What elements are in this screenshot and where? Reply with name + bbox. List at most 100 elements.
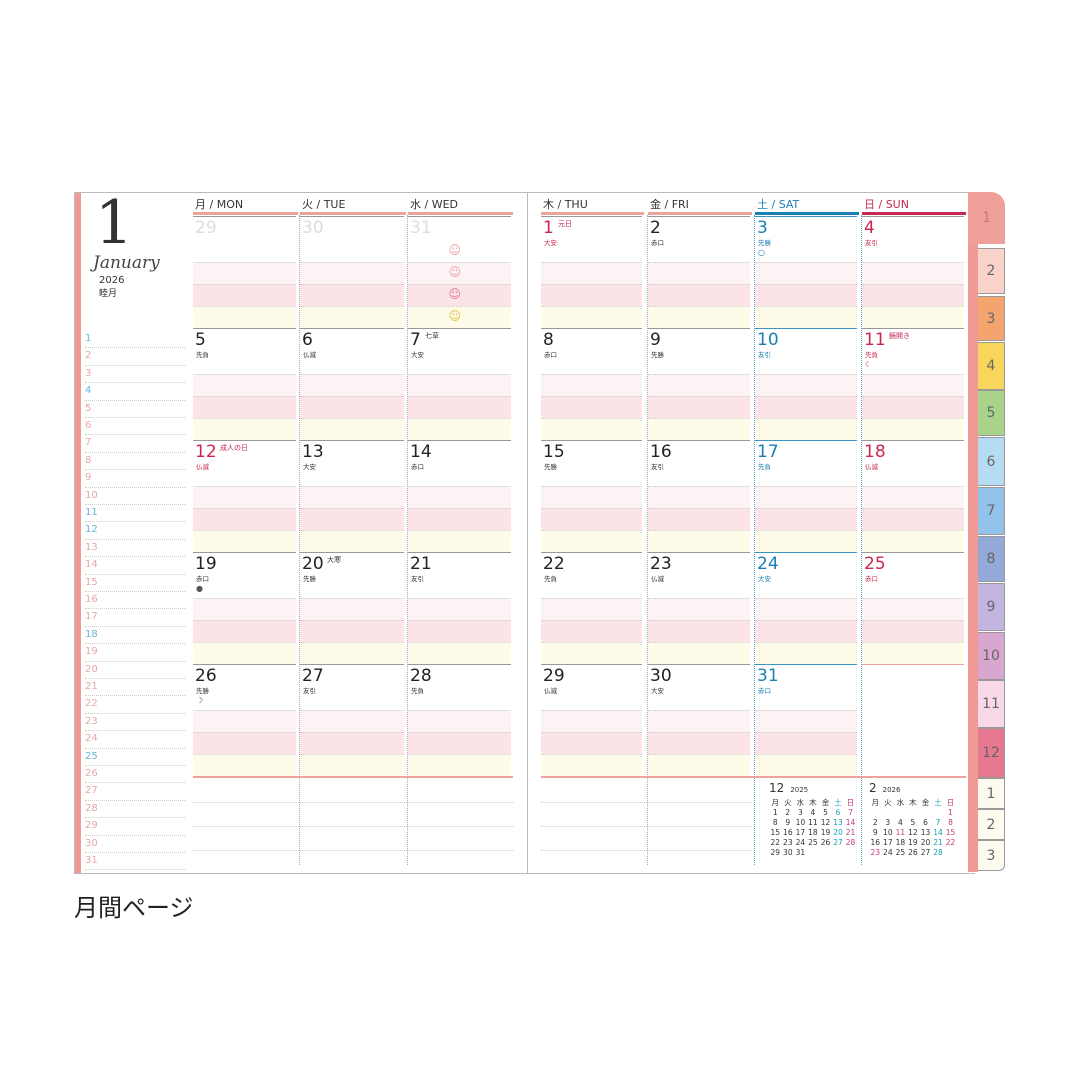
day-cell[interactable]: 6 仏滅: [300, 328, 404, 441]
month-tab[interactable]: 4: [978, 342, 1005, 390]
month-tab[interactable]: 1: [978, 778, 1005, 809]
day-cell[interactable]: 16 友引: [648, 440, 750, 553]
writing-stripe[interactable]: [193, 508, 296, 531]
side-day-row[interactable]: 14: [85, 556, 185, 575]
writing-stripe[interactable]: [408, 710, 511, 733]
writing-stripe[interactable]: [862, 306, 964, 329]
day-cell[interactable]: 30: [300, 216, 404, 329]
writing-stripe[interactable]: [300, 710, 404, 733]
side-day-row[interactable]: 27: [85, 782, 185, 801]
writing-stripe[interactable]: [648, 374, 750, 397]
writing-stripe[interactable]: [193, 374, 296, 397]
day-cell[interactable]: 2 赤口: [648, 216, 750, 329]
writing-stripe[interactable]: [541, 754, 642, 777]
side-day-row[interactable]: 6: [85, 417, 185, 436]
writing-stripe[interactable]: [648, 620, 750, 643]
writing-stripe[interactable]: [755, 754, 857, 777]
day-cell[interactable]: 17 先負: [755, 440, 857, 553]
writing-stripe[interactable]: [755, 374, 857, 397]
side-day-row[interactable]: 17: [85, 608, 185, 627]
day-cell[interactable]: 26 先勝 ☽: [193, 664, 296, 777]
writing-stripe[interactable]: [408, 732, 511, 755]
side-day-row[interactable]: 15: [85, 574, 185, 592]
writing-stripe[interactable]: [193, 598, 296, 621]
side-day-row[interactable]: 4: [85, 382, 185, 401]
day-cell[interactable]: 28 先負: [408, 664, 511, 777]
writing-stripe[interactable]: [408, 598, 511, 621]
side-day-row[interactable]: 28: [85, 800, 185, 819]
day-cell[interactable]: 29 仏滅: [541, 664, 642, 777]
day-cell[interactable]: 9 先勝: [648, 328, 750, 441]
writing-stripe[interactable]: [755, 598, 857, 621]
day-cell[interactable]: 13 大安: [300, 440, 404, 553]
side-day-row[interactable]: 29: [85, 817, 185, 836]
writing-stripe[interactable]: [300, 374, 404, 397]
month-tab[interactable]: 6: [978, 437, 1005, 486]
writing-stripe[interactable]: [300, 418, 404, 441]
day-cell[interactable]: 4 友引: [862, 216, 964, 329]
writing-stripe[interactable]: [193, 396, 296, 419]
writing-stripe[interactable]: [300, 284, 404, 307]
writing-stripe[interactable]: [408, 754, 511, 777]
month-tab[interactable]: 9: [978, 583, 1005, 631]
day-cell[interactable]: 5 先負: [193, 328, 296, 441]
writing-stripe[interactable]: [862, 396, 964, 419]
writing-stripe[interactable]: [541, 710, 642, 733]
writing-stripe[interactable]: [862, 418, 964, 441]
writing-stripe[interactable]: [648, 530, 750, 553]
month-tab[interactable]: 1: [968, 192, 1005, 244]
writing-stripe[interactable]: [648, 732, 750, 755]
writing-stripe[interactable]: [755, 530, 857, 553]
writing-stripe[interactable]: [300, 598, 404, 621]
notes-area-left[interactable]: [193, 776, 513, 868]
writing-stripe[interactable]: [193, 262, 296, 285]
side-day-row[interactable]: 22: [85, 695, 185, 714]
writing-stripe[interactable]: [755, 306, 857, 329]
side-day-row[interactable]: 21: [85, 678, 185, 697]
writing-stripe[interactable]: [755, 396, 857, 419]
writing-stripe[interactable]: [648, 418, 750, 441]
side-day-row[interactable]: 18: [85, 626, 185, 645]
day-cell[interactable]: 14 赤口: [408, 440, 511, 553]
writing-stripe[interactable]: [862, 642, 964, 665]
writing-stripe[interactable]: [408, 396, 511, 419]
writing-stripe[interactable]: [862, 262, 964, 285]
writing-stripe[interactable]: [541, 418, 642, 441]
day-cell[interactable]: [862, 664, 964, 776]
writing-stripe[interactable]: [541, 374, 642, 397]
writing-stripe[interactable]: [755, 262, 857, 285]
day-cell[interactable]: 19 赤口 ●: [193, 552, 296, 665]
month-tab[interactable]: 7: [978, 487, 1005, 535]
day-cell[interactable]: 31 赤口: [755, 664, 857, 777]
month-tab[interactable]: 8: [978, 536, 1005, 582]
side-day-row[interactable]: 24: [85, 730, 185, 749]
writing-stripe[interactable]: [648, 508, 750, 531]
day-cell[interactable]: 18 仏滅: [862, 440, 964, 553]
notes-area-right[interactable]: [541, 776, 966, 868]
writing-stripe[interactable]: [300, 262, 404, 285]
side-day-row[interactable]: 26: [85, 765, 185, 784]
writing-stripe[interactable]: [300, 620, 404, 643]
writing-stripe[interactable]: [755, 710, 857, 733]
writing-stripe[interactable]: [541, 508, 642, 531]
writing-stripe[interactable]: [541, 306, 642, 329]
side-day-row[interactable]: 5: [85, 400, 185, 418]
day-cell[interactable]: 15 先勝: [541, 440, 642, 553]
side-day-row[interactable]: 19: [85, 643, 185, 662]
writing-stripe[interactable]: [193, 620, 296, 643]
writing-stripe[interactable]: [648, 284, 750, 307]
day-cell[interactable]: 25 赤口: [862, 552, 964, 665]
writing-stripe[interactable]: [408, 642, 511, 665]
writing-stripe[interactable]: [541, 486, 642, 509]
writing-stripe[interactable]: [648, 486, 750, 509]
writing-stripe[interactable]: [300, 754, 404, 777]
writing-stripe[interactable]: [541, 262, 642, 285]
day-cell[interactable]: 22 先負: [541, 552, 642, 665]
writing-stripe[interactable]: [862, 620, 964, 643]
writing-stripe[interactable]: [541, 598, 642, 621]
writing-stripe[interactable]: [862, 508, 964, 531]
side-day-row[interactable]: 30: [85, 835, 185, 853]
writing-stripe[interactable]: [862, 598, 964, 621]
writing-stripe[interactable]: [193, 732, 296, 755]
side-day-row[interactable]: 8: [85, 452, 185, 471]
